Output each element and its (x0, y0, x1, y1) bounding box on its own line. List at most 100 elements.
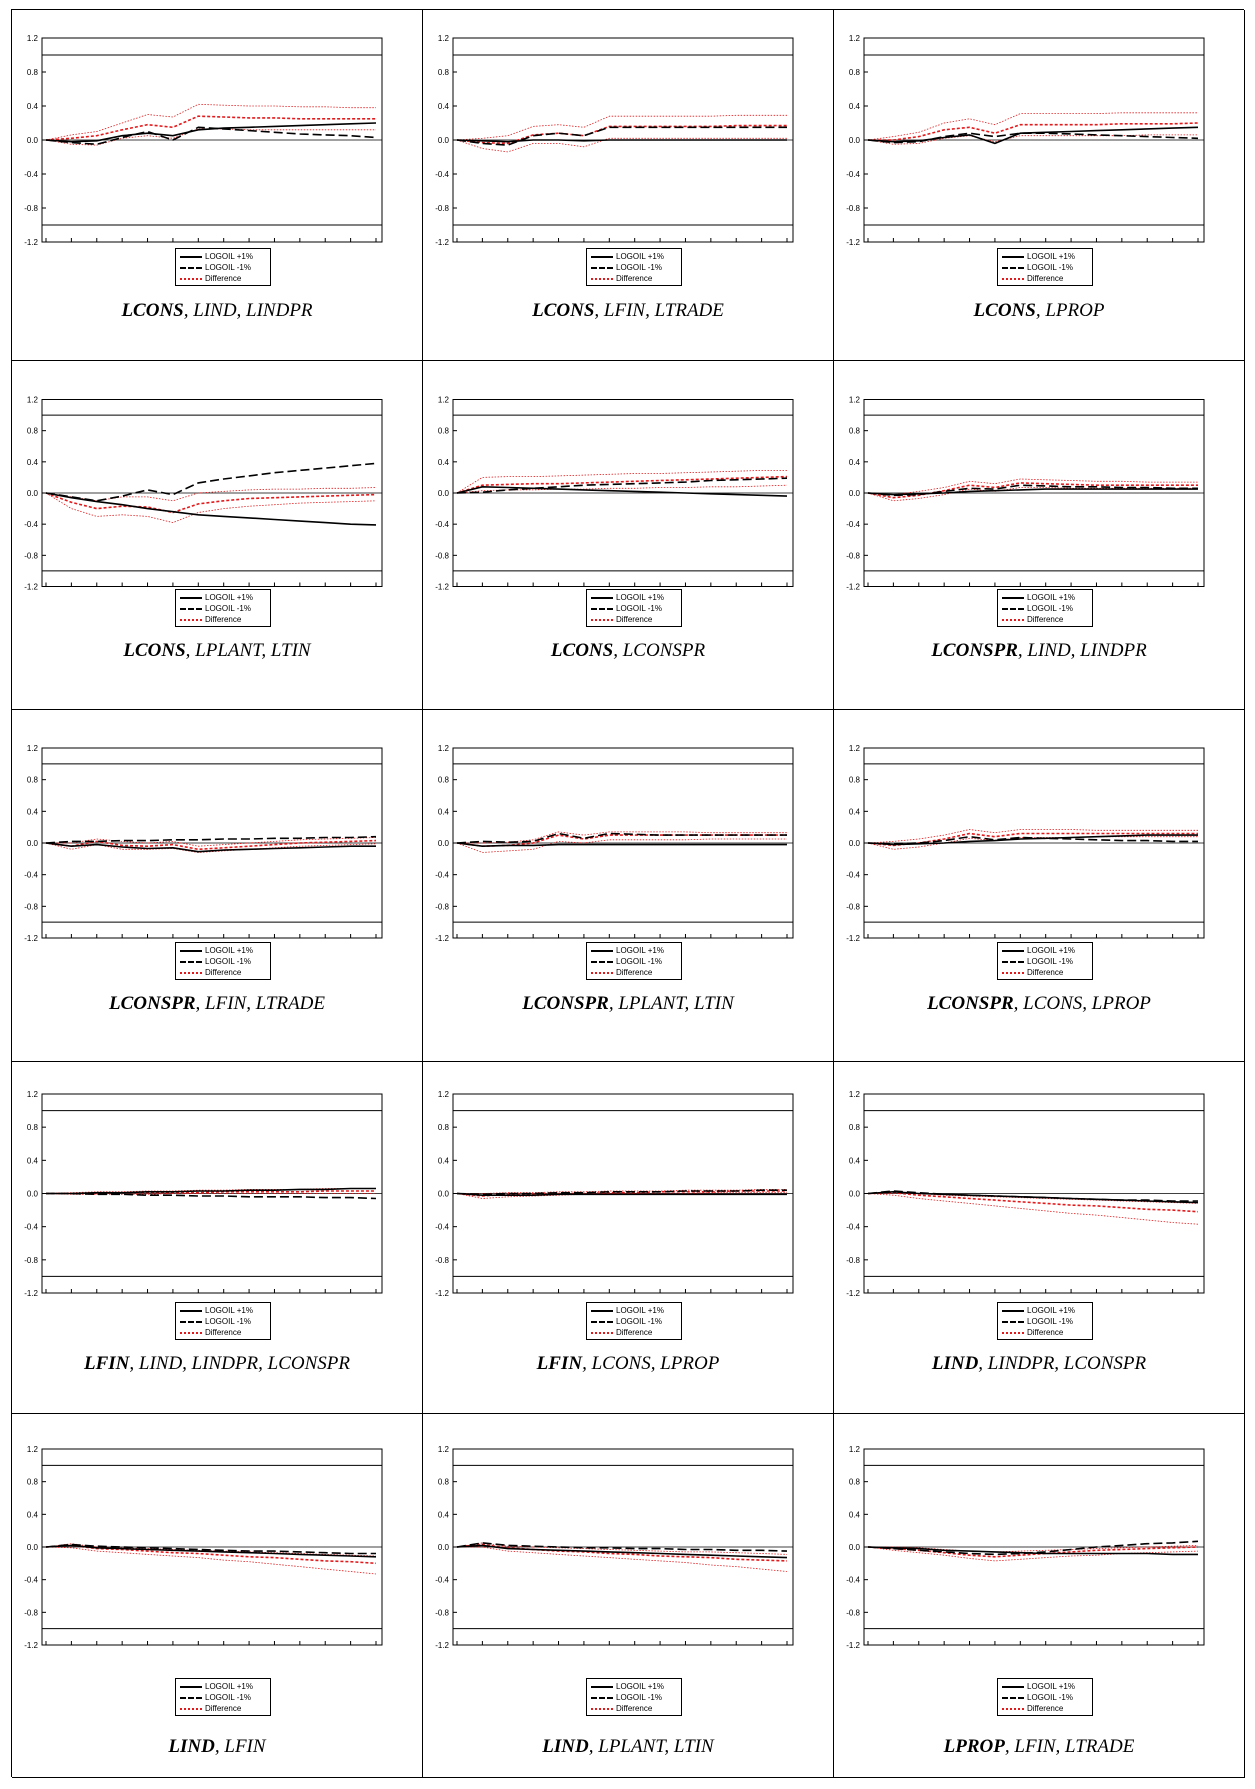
series-line-minus (456, 126, 787, 146)
chart-panel: 1.2 0.8 0.4 0.0 -0.4 -0.8 -1.2 LOGOIL +1% LOGOIL… (834, 1414, 1245, 1778)
chart-caption: LPROP, LFIN, LTRADE (834, 1736, 1244, 1758)
legend-swatch (180, 607, 202, 610)
legend-swatch (180, 1696, 202, 1699)
series-line-minus (45, 1543, 376, 1555)
confidence-band-line (457, 1546, 788, 1572)
y-tick-label: -1.2 (846, 934, 860, 943)
legend-entry: Difference (180, 1327, 241, 1338)
chart-panel: 1.2 0.8 0.4 0.0 -0.4 -0.8 -1.2 LOGOIL +1% LOGOIL… (834, 1062, 1245, 1414)
y-tick-label: 0.0 (438, 1190, 450, 1199)
chart-caption: LIND, LPLANT, LTIN (423, 1736, 833, 1758)
y-tick-label: -0.4 (435, 170, 449, 179)
y-tick-label: -0.4 (435, 1576, 449, 1585)
legend-entry: LOGOIL -1% (591, 1316, 662, 1327)
legend-entry: LOGOIL -1% (180, 1692, 251, 1703)
caption-main-variable: LFIN (536, 1353, 583, 1374)
legend-label: LOGOIL +1% (205, 945, 253, 955)
legend-swatch (180, 277, 202, 280)
legend-swatch (591, 971, 613, 974)
chart-panel: 1.2 0.8 0.4 0.0 -0.4 -0.8 -1.2 LOGOIL +1% LOGOIL… (12, 10, 423, 361)
y-tick-label: 1.2 (849, 396, 861, 405)
chart-caption: LFIN, LCONS, LPROP (423, 1353, 833, 1375)
legend-label: Difference (1027, 1703, 1064, 1713)
caption-other-variables: , LFIN, LTRADE (594, 300, 724, 321)
y-tick-label: -0.8 (435, 902, 449, 911)
y-tick-label: -0.4 (24, 871, 38, 880)
legend-swatch (591, 949, 613, 952)
caption-main-variable: LCONSPR (931, 640, 1018, 661)
legend-entry: LOGOIL -1% (1002, 1692, 1073, 1703)
y-tick-label: -0.8 (435, 204, 449, 213)
legend-label: LOGOIL -1% (1027, 262, 1073, 272)
caption-other-variables: , LIND, LINDPR, LCONSPR (129, 1353, 351, 1374)
y-tick-label: -0.4 (24, 1576, 38, 1585)
legend-swatch (1002, 971, 1024, 974)
caption-main-variable: LCONS (550, 640, 614, 661)
legend-swatch (1002, 1331, 1024, 1334)
series-line-plus (867, 1546, 1198, 1556)
legend-swatch (180, 1707, 202, 1710)
irf-plot: 1.2 0.8 0.4 0.0 -0.4 -0.8 -1.2 (846, 1090, 1205, 1298)
legend-swatch (591, 277, 613, 280)
chart-caption: LCONS, LCONSPR (423, 640, 833, 662)
legend-label: LOGOIL -1% (205, 603, 251, 613)
legend-label: Difference (1027, 614, 1064, 624)
series-line-minus (456, 477, 788, 494)
caption-other-variables: , LPLANT, LTIN (608, 993, 734, 1014)
chart-legend: LOGOIL +1% LOGOIL -1% Difference (175, 942, 271, 980)
chart-panel: 1.2 0.8 0.4 0.0 -0.4 -0.8 -1.2 LOGOIL +1% LOGOIL… (423, 361, 834, 710)
legend-label: LOGOIL -1% (616, 1316, 662, 1326)
caption-other-variables: , LPROP (1035, 300, 1105, 321)
legend-label: LOGOIL -1% (205, 1316, 251, 1326)
legend-entry: LOGOIL +1% (180, 1681, 253, 1692)
y-tick-label: 0.0 (438, 839, 450, 848)
legend-label: LOGOIL -1% (1027, 603, 1073, 613)
legend-label: Difference (205, 273, 242, 283)
legend-swatch (180, 960, 202, 963)
caption-other-variables: , LPLANT, LTIN (185, 640, 311, 661)
legend-entry: LOGOIL +1% (591, 1681, 664, 1692)
legend-entry: Difference (180, 967, 241, 978)
legend-label: Difference (1027, 967, 1064, 977)
chart-caption: LCONS, LIND, LINDPR (12, 300, 422, 322)
confidence-band-line (456, 838, 787, 853)
legend-label: LOGOIL -1% (616, 1692, 662, 1702)
y-tick-label: 1.2 (849, 34, 861, 43)
series-line-difference (45, 492, 377, 514)
caption-main-variable: LCONS (121, 300, 184, 321)
legend-label: Difference (205, 1703, 242, 1713)
y-tick-label: 0.4 (849, 458, 861, 467)
series-line-minus (46, 1192, 377, 1200)
series-line-plus (867, 488, 1198, 496)
irf-plot: 1.2 0.8 0.4 0.0 -0.4 -0.8 -1.2 (435, 1090, 794, 1298)
y-tick-label: -0.4 (846, 520, 860, 529)
y-tick-label: 0.0 (849, 1543, 861, 1552)
y-tick-label: -1.2 (846, 583, 860, 592)
y-tick-label: 0.4 (27, 1156, 39, 1165)
y-tick-label: -1.2 (24, 934, 38, 943)
legend-label: LOGOIL -1% (205, 956, 251, 966)
legend-label: Difference (1027, 1327, 1064, 1337)
y-tick-label: -1.2 (24, 1641, 38, 1650)
legend-swatch (1002, 266, 1024, 269)
chart-panel: 1.2 0.8 0.4 0.0 -0.4 -0.8 -1.2 LOGOIL +1% LOGOIL… (423, 10, 834, 361)
y-tick-label: 0.0 (27, 136, 39, 145)
y-tick-label: 1.2 (849, 744, 861, 753)
confidence-band-line (45, 1188, 376, 1194)
y-tick-label: 1.2 (438, 744, 450, 753)
legend-swatch (1002, 1696, 1024, 1699)
legend-entry: LOGOIL -1% (180, 956, 251, 967)
chart-panel: 1.2 0.8 0.4 0.0 -0.4 -0.8 -1.2 LOGOIL +1% LOGOIL… (834, 710, 1245, 1062)
y-tick-label: 0.0 (438, 1543, 450, 1552)
series-line-plus (45, 492, 377, 526)
chart-panel: 1.2 0.8 0.4 0.0 -0.4 -0.8 -1.2 LOGOIL +1% LOGOIL… (12, 710, 423, 1062)
legend-swatch (591, 266, 613, 269)
legend-entry: Difference (180, 614, 241, 625)
y-tick-label: 0.0 (849, 839, 861, 848)
caption-main-variable: LPROP (943, 1736, 1005, 1757)
series-line-difference (45, 1544, 377, 1565)
chart-caption: LCONS, LPROP (834, 300, 1244, 322)
y-tick-label: -0.8 (24, 551, 38, 560)
chart-legend: LOGOIL +1% LOGOIL -1% Difference (175, 1302, 271, 1340)
legend-entry: LOGOIL -1% (1002, 956, 1073, 967)
